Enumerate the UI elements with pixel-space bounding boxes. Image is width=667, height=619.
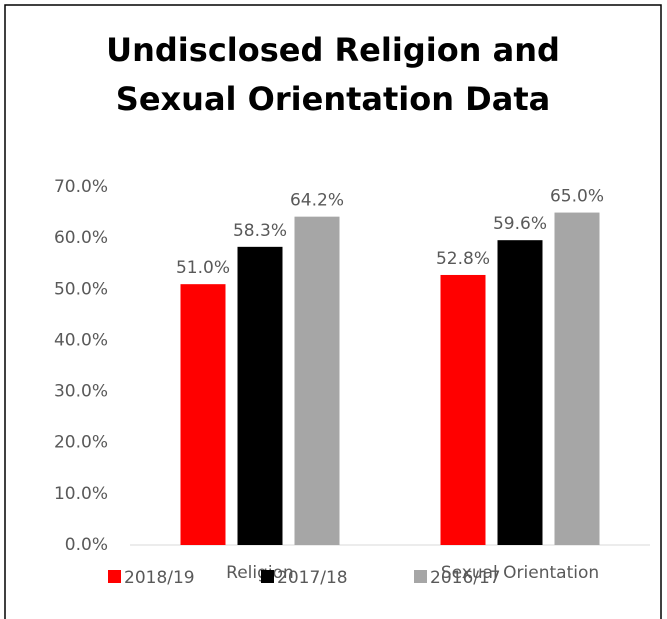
y-tick-label: 20.0% [54, 433, 108, 453]
legend-swatch [108, 570, 121, 583]
bar [294, 216, 340, 546]
legend-swatch [261, 570, 274, 583]
legend-label: 2017/18 [277, 568, 348, 588]
legend-label: 2016/17 [430, 568, 501, 588]
chart-border [4, 4, 662, 619]
x-tick-label: Sexual Orientation [441, 563, 599, 583]
data-label: 59.6% [493, 214, 547, 234]
chart-title: Sexual Orientation Data [116, 80, 550, 118]
bar [237, 246, 283, 545]
y-tick-label: 0.0% [65, 535, 108, 555]
y-tick-label: 60.0% [54, 228, 108, 248]
bar [440, 274, 486, 545]
legend-label: 2018/19 [124, 568, 195, 588]
bar [554, 212, 600, 546]
y-tick-label: 70.0% [54, 177, 108, 197]
data-label: 52.8% [436, 249, 490, 269]
bar [180, 284, 226, 545]
legend-swatch [414, 570, 427, 583]
y-tick-label: 40.0% [54, 330, 108, 350]
y-tick-label: 50.0% [54, 279, 108, 299]
data-label: 58.3% [233, 221, 287, 241]
y-tick-label: 30.0% [54, 382, 108, 402]
y-tick-label: 10.0% [54, 484, 108, 504]
chart-title: Undisclosed Religion and [106, 31, 560, 69]
bar [497, 240, 543, 545]
data-label: 65.0% [550, 187, 604, 207]
data-label: 64.2% [290, 191, 344, 211]
data-label: 51.0% [176, 258, 230, 278]
x-tick-label: Religion [226, 563, 294, 583]
